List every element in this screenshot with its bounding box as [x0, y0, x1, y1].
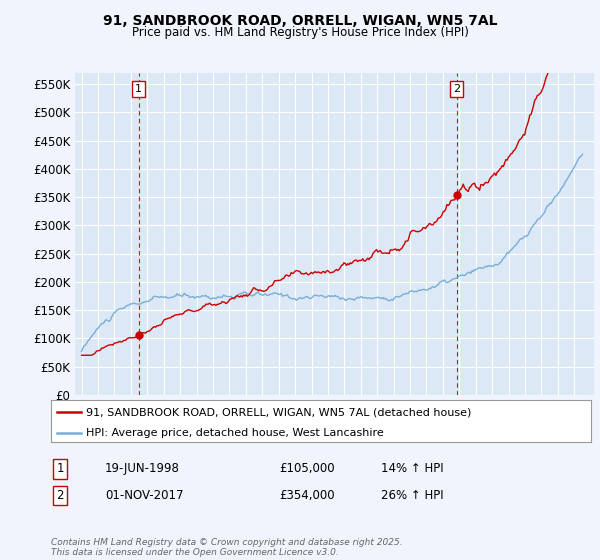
Text: 2: 2: [453, 84, 460, 94]
Text: 91, SANDBROOK ROAD, ORRELL, WIGAN, WN5 7AL (detached house): 91, SANDBROOK ROAD, ORRELL, WIGAN, WN5 7…: [86, 407, 472, 417]
Text: £354,000: £354,000: [279, 489, 335, 502]
Text: 14% ↑ HPI: 14% ↑ HPI: [381, 462, 443, 475]
Text: 91, SANDBROOK ROAD, ORRELL, WIGAN, WN5 7AL: 91, SANDBROOK ROAD, ORRELL, WIGAN, WN5 7…: [103, 14, 497, 28]
Text: 1: 1: [56, 462, 64, 475]
Text: 19-JUN-1998: 19-JUN-1998: [105, 462, 180, 475]
Text: 01-NOV-2017: 01-NOV-2017: [105, 489, 184, 502]
Text: Price paid vs. HM Land Registry's House Price Index (HPI): Price paid vs. HM Land Registry's House …: [131, 26, 469, 39]
Text: Contains HM Land Registry data © Crown copyright and database right 2025.
This d: Contains HM Land Registry data © Crown c…: [51, 538, 403, 557]
Text: £105,000: £105,000: [279, 462, 335, 475]
Text: 1: 1: [135, 84, 142, 94]
Text: 26% ↑ HPI: 26% ↑ HPI: [381, 489, 443, 502]
Text: 2: 2: [56, 489, 64, 502]
Text: HPI: Average price, detached house, West Lancashire: HPI: Average price, detached house, West…: [86, 428, 384, 438]
